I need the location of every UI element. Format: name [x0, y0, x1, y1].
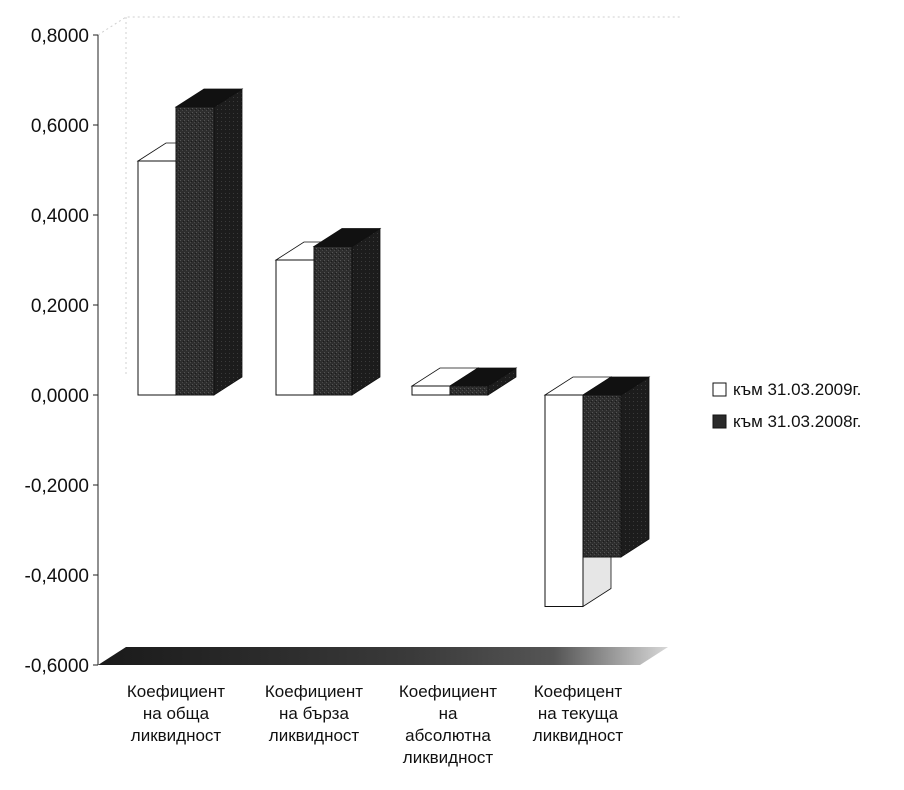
y-tick-label: 0,6000 [31, 116, 89, 137]
category-label: Коефициент на бърза ликвидност [265, 682, 363, 745]
bar-front [411, 385, 451, 396]
y-axis: 0,8000 0,6000 0,4000 0,2000 0,0000 -0,2000 -0,… [25, 26, 99, 677]
y-tick-label: 0,0000 [31, 386, 89, 407]
category-label-line: абсолютна [405, 726, 491, 745]
y-tick-label: -0,6000 [25, 656, 89, 677]
bar-front [137, 160, 177, 396]
category-label-line: Коефициент [399, 682, 497, 701]
legend-label: към 31.03.2009г. [733, 380, 861, 399]
category-label-line: на [439, 704, 458, 723]
category-label-line: Коефициент [127, 682, 225, 701]
y-tick-label: -0,2000 [25, 476, 89, 497]
back-wall-edge [97, 16, 680, 36]
category-label: Коефициент на абсолютна ликвидност [399, 682, 497, 767]
category-labels: Коефициент на обща ликвидност Коефициент на … [127, 682, 624, 767]
y-tick-label: -0,4000 [25, 566, 89, 587]
bar-side [351, 227, 381, 396]
y-tick-label: 0,4000 [31, 206, 89, 227]
chart-walls [97, 16, 680, 665]
category-label-line: ликвидност [131, 726, 222, 745]
bar-front [449, 385, 489, 396]
bar-2008-4 [581, 376, 651, 558]
y-tick-label: 0,8000 [31, 26, 89, 47]
legend-label: към 31.03.2008г. [733, 412, 861, 431]
category-label-line: на текуща [538, 704, 619, 723]
bar-front [175, 106, 215, 396]
y-tick-label: 0,2000 [31, 296, 89, 317]
chart-floor [98, 647, 668, 665]
category-label: Коефициент на обща ликвидност [127, 682, 225, 745]
category-label-line: ликвидност [403, 748, 494, 767]
bar-2008-1 [174, 88, 244, 396]
bars [136, 88, 651, 608]
category-label-line: ликвидност [533, 726, 624, 745]
bar-2008-3 [448, 367, 518, 396]
category-label-line: ликвидност [269, 726, 360, 745]
legend-swatch [712, 414, 727, 429]
bar-front [582, 394, 622, 558]
category-label-line: на обща [143, 704, 210, 723]
bar-front [544, 394, 584, 607]
bar-side [213, 88, 243, 396]
category-label-line: Коефициент [265, 682, 363, 701]
category-label: Коефицент на текуща ликвидност [533, 682, 624, 745]
category-label-line: Коефицент [534, 682, 623, 701]
bar-front [313, 246, 353, 396]
bar-2008-2 [312, 227, 382, 396]
category-label-line: на бърза [279, 704, 349, 723]
bar-front [275, 259, 315, 396]
bar-side [620, 376, 650, 558]
legend-swatch [712, 382, 727, 397]
legend: към 31.03.2009г. към 31.03.2008г. [712, 380, 861, 431]
